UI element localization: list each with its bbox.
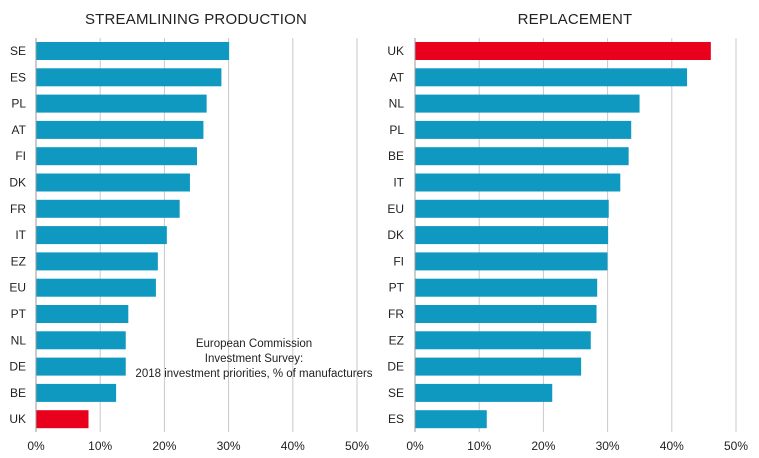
bars-left (36, 42, 230, 429)
tick-label-10: 10% (88, 439, 112, 453)
category-label-pt: PT (11, 307, 27, 321)
source-annotation: European Commission Investment Survey: 2… (135, 338, 372, 380)
category-label-uk: UK (387, 44, 404, 58)
category-label-se: SE (10, 44, 26, 58)
category-label-se: SE (388, 386, 404, 400)
category-labels-right: UK AT NL PL BE IT EU DK FI PT FR EZ DE SE ES (387, 44, 404, 426)
bar-fi (415, 252, 608, 271)
tick-label-50: 50% (345, 439, 369, 453)
category-label-uk: UK (9, 412, 26, 426)
category-label-be: BE (10, 386, 26, 400)
category-label-dk: DK (387, 228, 404, 242)
bar-eu (415, 199, 609, 218)
bar-de (415, 357, 582, 376)
bar-be (415, 147, 629, 166)
category-label-pl: PL (11, 97, 26, 111)
category-label-dk: DK (9, 176, 26, 190)
category-label-ez: EZ (389, 333, 404, 347)
tick-label-20: 20% (152, 439, 176, 453)
bar-at (36, 120, 204, 139)
category-label-at: AT (12, 123, 27, 137)
bar-fi (36, 147, 197, 166)
bar-pt (36, 305, 129, 323)
category-label-pt: PT (389, 281, 405, 295)
category-label-pl: PL (389, 123, 404, 137)
bar-dk (36, 173, 190, 192)
category-label-it: IT (393, 176, 404, 190)
bar-be (36, 383, 117, 402)
bar-nl (36, 331, 126, 350)
tick-label-0: 0% (406, 439, 424, 453)
category-label-de: DE (9, 360, 26, 374)
bar-uk (415, 42, 711, 60)
bar-eu (36, 278, 156, 297)
bar-es (36, 68, 222, 87)
category-label-eu: EU (9, 281, 26, 295)
bar-pl (415, 120, 632, 139)
category-label-fr: FR (10, 202, 26, 216)
category-label-es: ES (388, 412, 404, 426)
category-label-nl: NL (389, 97, 405, 111)
tick-label-40: 40% (281, 439, 305, 453)
category-label-es: ES (10, 70, 26, 84)
bar-nl (415, 94, 640, 113)
tick-label-30: 30% (217, 439, 241, 453)
bar-at (415, 68, 688, 87)
category-label-nl: NL (11, 333, 27, 347)
bar-uk (36, 410, 89, 429)
category-label-be: BE (388, 149, 404, 163)
bar-it (415, 173, 621, 192)
bar-se (415, 383, 553, 402)
bar-pl (36, 94, 207, 113)
bar-fr (36, 199, 180, 218)
tick-labels-left: 0% 10% 20% 30% 40% 50% (27, 439, 369, 453)
replacement-panel: REPLACEMENT UK AT NL PL BE IT EU DK FI PT FR EZ DE SE… (387, 11, 748, 453)
tick-label-40: 40% (660, 439, 684, 453)
category-label-eu: EU (387, 202, 404, 216)
category-labels-left: SE ES PL AT FI DK FR IT EZ EU PT NL DE BE UK (9, 44, 26, 426)
tick-labels-right: 0% 10% 20% 30% 40% 50% (406, 439, 748, 453)
bar-pt (415, 278, 598, 297)
bar-fr (415, 305, 597, 323)
category-label-ez: EZ (11, 254, 26, 268)
category-label-fi: FI (15, 149, 26, 163)
tick-label-0: 0% (27, 439, 45, 453)
chart-title-replacement: REPLACEMENT (518, 11, 633, 28)
bar-es (415, 410, 487, 429)
bar-it (36, 226, 167, 245)
bar-se (36, 42, 230, 60)
tick-label-30: 30% (596, 439, 620, 453)
annotation-line-2: Investment Survey: (205, 353, 303, 365)
tick-label-50: 50% (724, 439, 748, 453)
chart-title-streamlining-production: STREAMLINING PRODUCTION (85, 11, 307, 28)
bar-dk (415, 226, 609, 245)
bar-ez (36, 252, 158, 271)
bar-ez (415, 331, 591, 350)
category-label-at: AT (390, 70, 405, 84)
tick-label-10: 10% (467, 439, 491, 453)
category-label-fi: FI (393, 254, 404, 268)
category-label-fr: FR (388, 307, 404, 321)
category-label-de: DE (387, 360, 404, 374)
bars-right (415, 42, 711, 429)
streamlining-production-panel: STREAMLINING PRODUCTION SE ES PL AT FI DK FR IT… (9, 11, 372, 453)
bar-de (36, 357, 126, 376)
tick-label-20: 20% (531, 439, 555, 453)
annotation-line-3: 2018 investment priorities, % of manufac… (135, 368, 372, 380)
category-label-it: IT (15, 228, 26, 242)
annotation-line-1: European Commission (196, 338, 312, 350)
